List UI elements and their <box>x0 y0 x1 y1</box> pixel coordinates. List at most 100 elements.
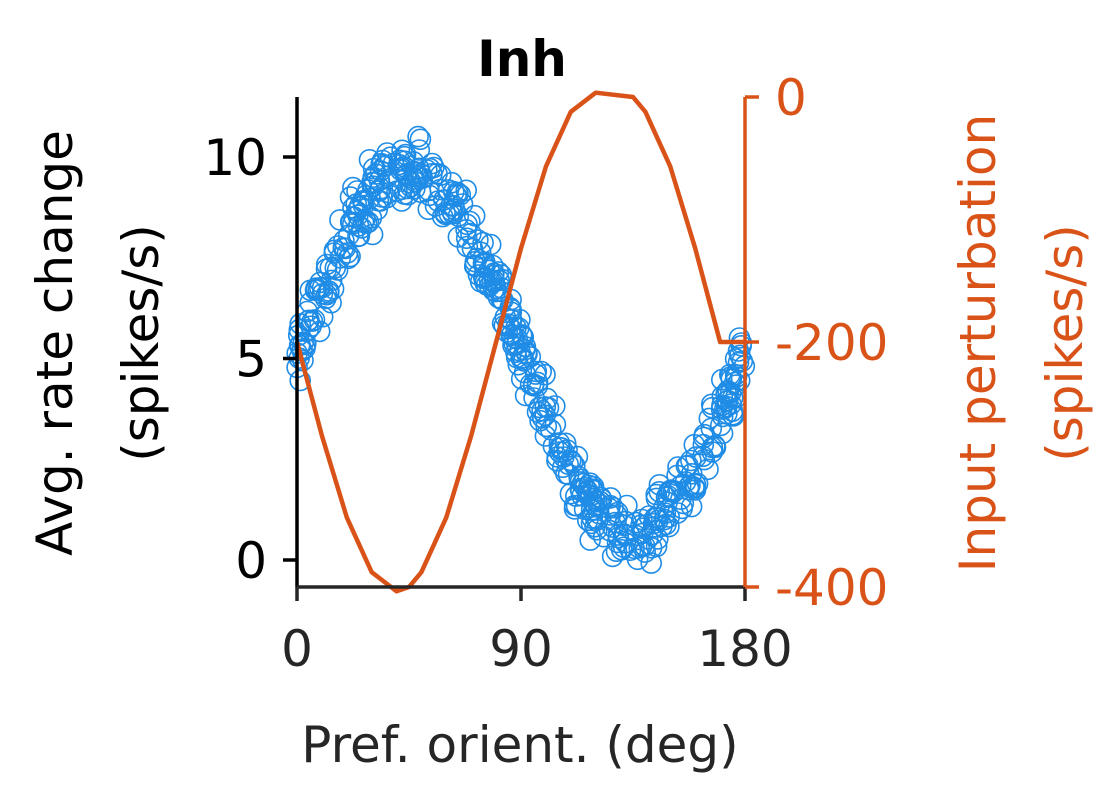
scatter-point <box>634 541 657 563</box>
scatter-point <box>576 509 599 532</box>
scatter-point <box>729 344 751 367</box>
scatter-point <box>542 435 565 458</box>
scatter-point <box>391 139 413 162</box>
scatter-point <box>326 259 349 281</box>
scatter-point <box>304 279 327 301</box>
scatter-point <box>339 245 361 268</box>
perturbation-line <box>294 90 745 594</box>
scatter-point <box>642 516 665 538</box>
y-axis-label-right-line1: Input perturbation <box>949 114 1007 572</box>
y-right-tick-label: -400 <box>775 559 888 617</box>
scatter-point <box>341 213 364 235</box>
scatter-point <box>554 432 577 455</box>
scatter-point <box>442 194 465 217</box>
scatter-point <box>534 404 557 427</box>
scatter-point <box>655 486 678 509</box>
y-left-tick-label: 0 <box>235 532 267 590</box>
scatter-point <box>500 323 523 346</box>
scatter-point <box>715 395 738 418</box>
scatter-point <box>607 526 630 549</box>
scatter-point <box>456 213 478 236</box>
scatter-point <box>671 497 694 520</box>
scatter-point <box>534 396 557 418</box>
scatter-point <box>728 369 751 392</box>
scatter-point <box>606 501 629 524</box>
scatter-point <box>631 508 653 531</box>
scatter-point <box>409 128 432 151</box>
scatter-point <box>625 511 647 534</box>
scatter-point <box>390 157 413 180</box>
scatter-point <box>506 327 529 350</box>
chart-title: Inh <box>477 30 567 88</box>
perturbation-series <box>294 90 745 594</box>
scatter-point <box>472 231 494 254</box>
scatter-point <box>555 462 577 485</box>
x-tick-label: 90 <box>489 620 553 678</box>
scatter-point <box>469 241 492 264</box>
scatter-point <box>679 474 701 497</box>
scatter-point <box>514 384 537 407</box>
scatter-point <box>449 184 472 206</box>
x-tick-label: 180 <box>697 620 792 678</box>
y-left-tick-label: 5 <box>235 331 267 389</box>
scatter-point <box>373 155 395 178</box>
scatter-point <box>592 525 615 548</box>
scatter-point <box>315 258 338 280</box>
scatter-point <box>613 523 636 545</box>
y-right-tick-label: 0 <box>775 69 807 127</box>
scatter-point <box>701 436 724 459</box>
scatter-point <box>308 320 331 343</box>
scatter-point <box>711 405 734 428</box>
scatter-point <box>584 507 607 530</box>
scatter-point <box>407 157 430 180</box>
scatter-series <box>286 125 756 574</box>
scatter-point <box>715 382 738 405</box>
scatter-point <box>710 368 733 391</box>
scatter-point <box>645 483 668 506</box>
scatter-point <box>431 205 454 228</box>
y-right-tick-label: -200 <box>775 314 888 372</box>
scatter-point <box>358 149 381 171</box>
scatter-point <box>531 406 554 429</box>
scatter-point <box>366 198 389 221</box>
scatter-point <box>481 270 503 293</box>
scatter-point <box>645 506 667 529</box>
scatter-point <box>557 453 580 475</box>
scatter-point <box>424 195 447 217</box>
scatter-point <box>446 181 469 204</box>
scatter-point <box>403 160 426 183</box>
scatter-point <box>528 396 551 419</box>
scatter-point <box>481 254 504 277</box>
x-tick-label: 0 <box>281 620 313 678</box>
x-axis-label: Pref. orient. (deg) <box>301 716 738 774</box>
scatter-point <box>447 205 470 227</box>
scatter-point <box>666 502 689 524</box>
scatter-point <box>697 458 719 481</box>
scatter-point <box>700 393 723 416</box>
scatter-point <box>633 535 656 557</box>
scatter-point <box>667 456 689 478</box>
scatter-point <box>519 346 542 368</box>
scatter-point <box>394 143 417 166</box>
scatter-point <box>680 462 703 485</box>
y-axis-label-left-line2: (spikes/s) <box>112 224 170 462</box>
y-axis-label-left-line1: Avg. rate change <box>26 130 84 556</box>
scatter-point <box>559 449 582 472</box>
y-axis-label-right-line2: (spikes/s) <box>1036 224 1094 462</box>
scatter-point <box>318 280 340 302</box>
scatter-point <box>529 409 551 432</box>
scatter-point <box>403 177 426 200</box>
scatter-point <box>357 211 380 233</box>
scatter-point <box>584 494 606 517</box>
scatter-point <box>510 323 533 346</box>
scatter-point <box>525 360 548 383</box>
scatter-point <box>513 338 536 361</box>
scatter-point <box>429 164 452 186</box>
scatter-point <box>352 194 375 217</box>
scatter-point <box>378 182 401 204</box>
scatter-point <box>437 179 460 201</box>
scatter-point <box>455 227 478 249</box>
scatter-point <box>324 256 347 279</box>
y-left-tick-label: 10 <box>203 129 267 187</box>
scatter-point <box>329 209 351 231</box>
